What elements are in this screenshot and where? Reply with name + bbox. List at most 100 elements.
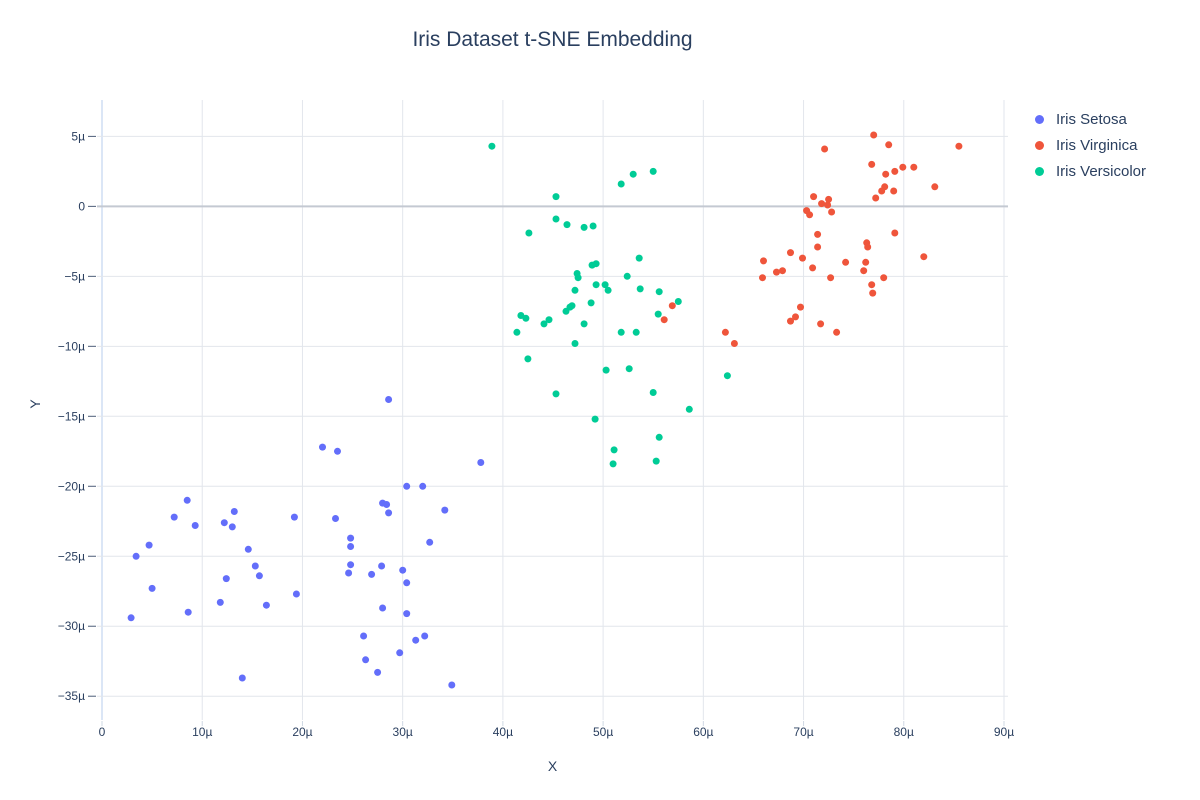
data-point (574, 274, 582, 282)
data-point (870, 131, 878, 139)
data-point (441, 506, 449, 514)
data-point (810, 193, 818, 201)
data-point (290, 513, 298, 521)
data-point (609, 460, 617, 468)
data-point (334, 447, 341, 455)
legend-marker-icon (1035, 140, 1044, 150)
data-point (592, 281, 600, 289)
data-point (477, 459, 485, 466)
data-point (191, 522, 199, 529)
data-point (891, 167, 899, 175)
data-point (809, 264, 817, 272)
data-point (674, 298, 682, 305)
data-point (730, 340, 738, 347)
x-tick-label: 70µ (793, 725, 813, 739)
series-iris-setosa (127, 396, 485, 689)
legend-marker-icon (1035, 114, 1044, 124)
x-tick-label: 60µ (693, 725, 713, 739)
data-point (525, 229, 533, 237)
data-point (955, 142, 963, 150)
data-point (148, 584, 156, 592)
y-tick-label: −25µ (58, 549, 85, 563)
y-tick-label: 5µ (71, 129, 85, 143)
data-point (362, 656, 370, 664)
data-point (552, 390, 560, 398)
data-point (228, 523, 236, 531)
data-point (488, 142, 496, 150)
data-point (540, 320, 548, 328)
data-point (629, 170, 637, 178)
data-point (426, 538, 434, 546)
data-point (524, 355, 532, 363)
data-point (787, 249, 794, 257)
data-point (566, 303, 574, 311)
data-point (513, 328, 521, 336)
data-point (890, 187, 898, 195)
data-point (292, 590, 300, 598)
data-point (396, 649, 404, 657)
data-point (385, 396, 393, 403)
data-point (403, 579, 411, 587)
data-point (655, 288, 663, 296)
data-point (589, 222, 597, 230)
data-point (655, 433, 663, 441)
data-point (797, 303, 804, 311)
data-point (222, 575, 230, 583)
y-tick-label: −10µ (58, 339, 85, 353)
data-point (610, 446, 618, 454)
data-point (571, 286, 579, 294)
data-point (332, 515, 339, 522)
data-point (220, 519, 228, 527)
data-point (552, 193, 560, 201)
data-point (238, 674, 246, 682)
data-point (591, 415, 599, 423)
data-point (132, 552, 140, 560)
data-point (636, 285, 644, 293)
legend-item-virginica[interactable]: Iris Virginica (1035, 132, 1146, 158)
data-point (184, 608, 192, 616)
y-axis-title: Y (27, 399, 43, 409)
data-point (760, 257, 767, 265)
legend-label: Iris Setosa (1056, 110, 1127, 128)
data-point (368, 570, 376, 578)
data-point (649, 389, 657, 396)
data-point (799, 254, 806, 262)
y-tick-label: −35µ (58, 689, 85, 703)
data-point (814, 230, 822, 238)
y-tick-label: −15µ (58, 409, 85, 423)
data-point (617, 328, 625, 336)
data-point (792, 313, 799, 321)
x-tick-label: 30µ (393, 725, 413, 739)
data-point (920, 253, 928, 261)
data-point (869, 289, 877, 297)
data-point (652, 457, 660, 465)
data-point (868, 160, 876, 168)
y-tick-label: 0 (78, 199, 85, 213)
data-point (623, 272, 631, 280)
y-tick-label: −30µ (58, 619, 85, 633)
data-point (571, 340, 579, 347)
data-point (421, 632, 429, 640)
data-point (635, 254, 643, 262)
x-tick-label: 10µ (192, 725, 212, 739)
data-point (818, 200, 826, 208)
x-tick-label: 40µ (493, 725, 513, 739)
data-point (383, 501, 391, 508)
data-point (592, 260, 600, 268)
x-tick-label: 0 (99, 725, 106, 739)
data-point (685, 405, 693, 413)
legend: Iris Setosa Iris Virginica Iris Versicol… (1035, 106, 1146, 184)
data-point (814, 243, 822, 251)
data-point (563, 221, 571, 229)
data-point (868, 281, 876, 289)
data-point (654, 310, 662, 318)
data-point (127, 614, 135, 622)
data-point (625, 365, 633, 373)
legend-item-setosa[interactable]: Iris Setosa (1035, 106, 1146, 132)
data-point (899, 163, 907, 171)
x-tick-label: 50µ (593, 725, 613, 739)
legend-item-versicolor[interactable]: Iris Versicolor (1035, 158, 1146, 184)
data-point (910, 163, 918, 171)
data-point (828, 208, 836, 216)
